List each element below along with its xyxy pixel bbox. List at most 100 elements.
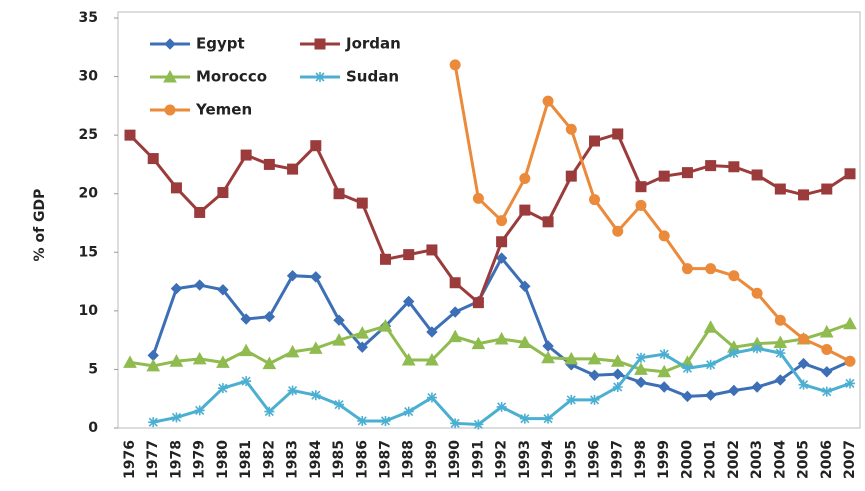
marker xyxy=(728,270,740,282)
y-tick-label: 20 xyxy=(79,186,99,202)
x-tick-label: 2004 xyxy=(772,440,788,479)
marker xyxy=(170,182,182,194)
x-tick-label: 1985 xyxy=(331,440,347,479)
marker xyxy=(287,385,298,396)
marker xyxy=(449,306,461,318)
marker xyxy=(148,417,159,428)
marker xyxy=(564,351,579,365)
x-tick-label: 2003 xyxy=(749,440,765,479)
marker xyxy=(494,331,509,345)
marker xyxy=(315,72,325,82)
y-tick-label: 10 xyxy=(79,303,99,319)
x-tick-label: 1999 xyxy=(656,440,672,479)
legend: Egypt Jordan Morocco Sudan Yemen xyxy=(150,35,401,119)
marker xyxy=(798,189,810,201)
marker xyxy=(774,374,787,386)
marker xyxy=(356,341,368,353)
y-axis-label: % of GDP xyxy=(32,189,48,262)
x-tick-label: 1995 xyxy=(563,440,579,479)
x-tick-label: 1978 xyxy=(168,440,184,479)
marker xyxy=(426,392,437,403)
marker xyxy=(147,153,159,165)
marker xyxy=(774,183,786,195)
marker xyxy=(287,163,299,175)
marker xyxy=(240,313,252,325)
x-tick-label: 1976 xyxy=(122,440,138,479)
marker xyxy=(169,354,184,367)
x-tick-label: 1997 xyxy=(610,440,626,479)
marker xyxy=(217,187,229,199)
marker xyxy=(843,316,857,330)
marker xyxy=(635,199,647,211)
marker xyxy=(472,192,484,204)
marker xyxy=(310,140,322,152)
x-tick-label: 1987 xyxy=(377,440,393,479)
marker xyxy=(403,249,415,261)
marker xyxy=(310,390,321,401)
marker xyxy=(170,282,183,295)
marker xyxy=(844,168,856,180)
marker xyxy=(774,314,786,326)
marker xyxy=(163,69,177,83)
marker xyxy=(751,381,763,393)
legend-label: Morocco xyxy=(196,68,267,86)
marker xyxy=(798,333,810,345)
marker xyxy=(728,161,740,173)
marker xyxy=(519,280,531,292)
marker xyxy=(705,359,716,370)
y-tick-label: 0 xyxy=(88,420,98,436)
marker xyxy=(659,349,670,360)
marker xyxy=(821,366,833,378)
marker xyxy=(775,348,786,359)
marker xyxy=(473,419,484,430)
marker xyxy=(819,324,834,338)
marker xyxy=(681,390,694,403)
legend-label: Sudan xyxy=(346,68,399,86)
marker xyxy=(124,129,136,141)
marker xyxy=(705,263,717,275)
marker xyxy=(589,135,601,147)
marker xyxy=(658,381,670,393)
marker xyxy=(612,368,624,380)
marker xyxy=(635,181,647,193)
x-tick-label: 1998 xyxy=(633,440,649,479)
marker xyxy=(496,215,508,227)
series-line xyxy=(129,322,851,374)
marker xyxy=(401,353,416,366)
legend-label: Egypt xyxy=(196,35,245,53)
marker xyxy=(403,295,415,308)
marker xyxy=(334,399,345,410)
x-tick-label: 1977 xyxy=(145,440,161,479)
marker xyxy=(426,244,438,256)
marker xyxy=(519,172,531,184)
x-tick-label: 2001 xyxy=(703,440,719,479)
marker xyxy=(566,394,577,405)
x-tick-label: 1993 xyxy=(517,440,533,479)
marker xyxy=(542,95,554,107)
legend-label: Yemen xyxy=(195,101,252,119)
marker xyxy=(425,353,439,366)
marker xyxy=(264,406,275,417)
marker xyxy=(241,376,252,387)
y-tick-label: 5 xyxy=(88,361,98,377)
marker xyxy=(310,271,322,283)
marker xyxy=(589,194,601,206)
series-line xyxy=(453,64,851,363)
marker xyxy=(773,335,788,348)
marker xyxy=(262,356,277,370)
marker xyxy=(314,38,326,50)
x-tick-label: 1979 xyxy=(192,440,208,479)
marker xyxy=(658,230,670,242)
x-tick-label: 1982 xyxy=(261,440,277,479)
marker xyxy=(681,263,693,275)
y-tick-label: 15 xyxy=(79,244,98,260)
marker xyxy=(240,149,252,161)
marker xyxy=(541,350,555,364)
marker xyxy=(449,277,461,289)
marker xyxy=(449,59,461,71)
marker xyxy=(845,378,855,389)
marker xyxy=(798,379,809,390)
marker xyxy=(751,287,763,299)
